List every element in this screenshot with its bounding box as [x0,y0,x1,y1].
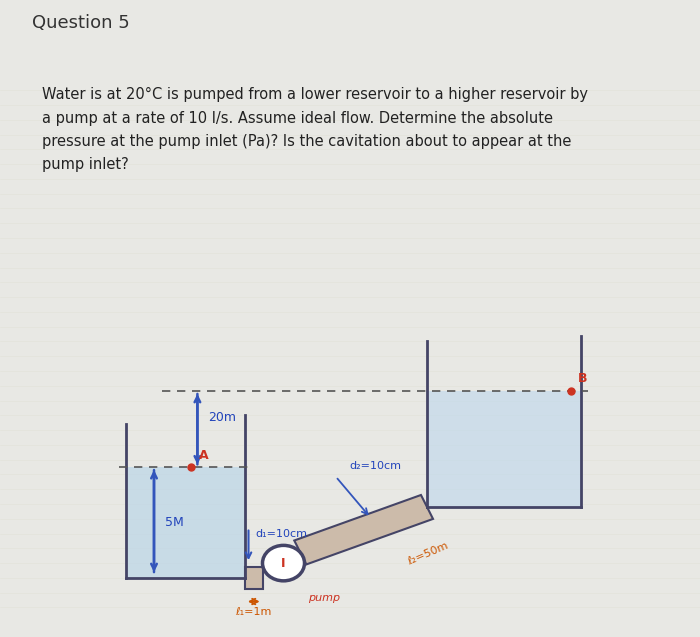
Text: B: B [578,372,587,385]
Text: A: A [199,450,208,462]
Text: pump: pump [308,592,340,603]
Text: Water is at 20°C is pumped from a lower reservoir to a higher reservoir by
a pum: Water is at 20°C is pumped from a lower … [42,87,588,173]
Text: 5M: 5M [164,516,183,529]
Text: 20m: 20m [208,411,236,424]
Bar [245,567,262,589]
Text: ℓ₂=50m: ℓ₂=50m [406,540,449,566]
Bar [126,467,245,578]
Text: d₁=10cm: d₁=10cm [256,529,307,538]
Text: I: I [281,557,286,569]
Circle shape [262,545,304,581]
Text: d₂=10cm: d₂=10cm [350,461,402,471]
Polygon shape [294,495,433,564]
Bar [427,391,581,507]
Text: Question 5: Question 5 [32,14,130,32]
Text: ℓ₁=1m: ℓ₁=1m [236,608,272,617]
